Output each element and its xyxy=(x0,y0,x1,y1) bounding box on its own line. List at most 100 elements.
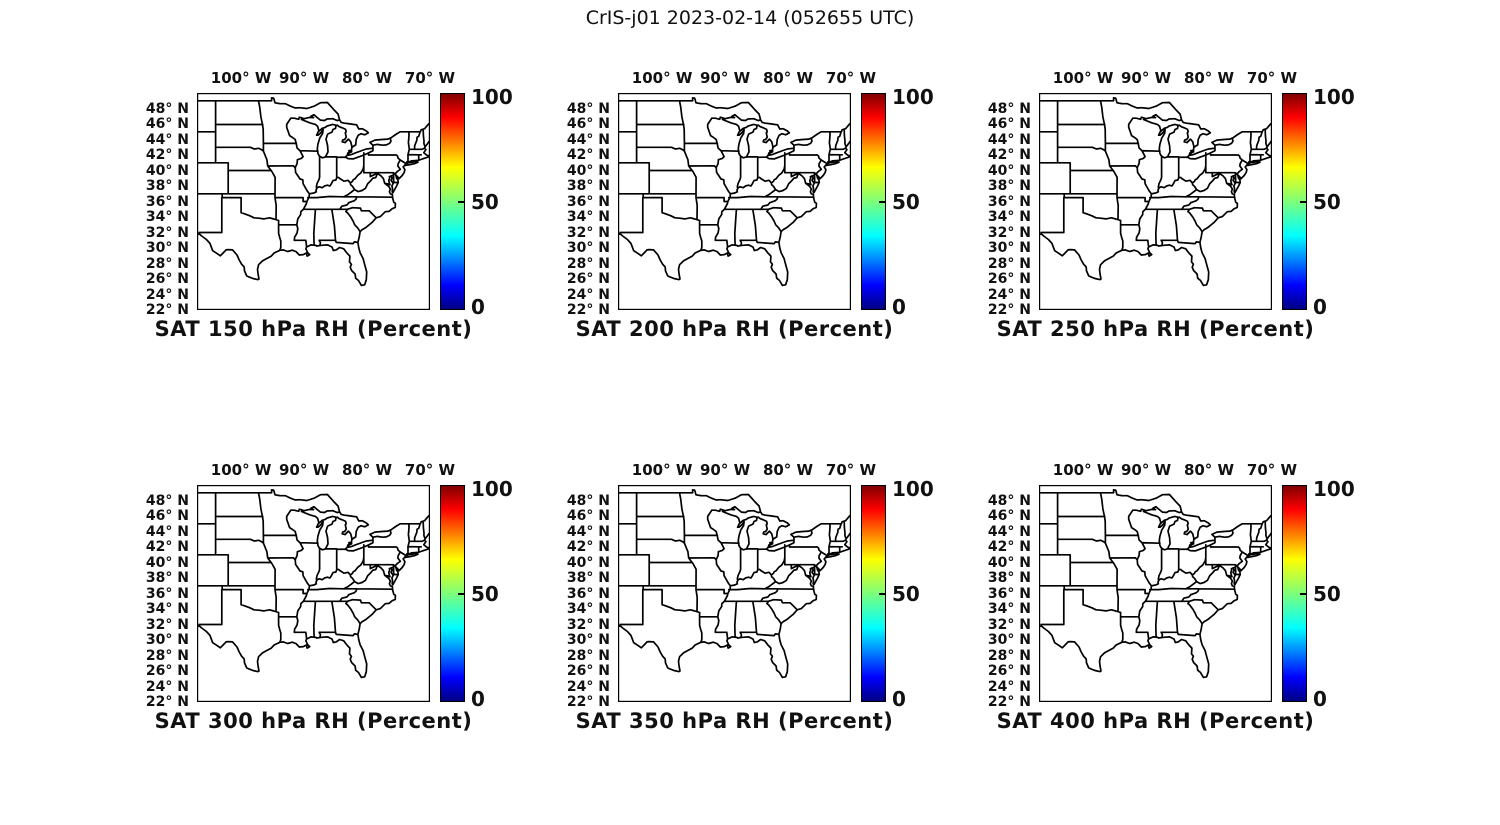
lat-tick-label: 42° N xyxy=(987,147,1031,163)
lat-tick-label: 34° N xyxy=(145,601,189,617)
lat-tick-label: 28° N xyxy=(145,647,189,664)
map-panel: 100° W 90° W 80° W 70° W 48° N 46° N 44° N 42°… xyxy=(556,60,968,360)
lat-tick-label: 36° N xyxy=(145,585,189,602)
map-frame xyxy=(1039,93,1272,310)
lat-tick-label: 26° N xyxy=(566,663,610,679)
figure-title: CrIS-j01 2023-02-14 (052655 UTC) xyxy=(585,7,915,29)
colorbar-tick-label-100: 100 xyxy=(892,85,934,109)
lon-tick-label: 100° W xyxy=(631,69,693,87)
colorbar-tick-label-100: 100 xyxy=(471,85,513,109)
lat-tick-label: 48° N xyxy=(566,100,610,117)
panel-title: SAT 300 hPa RH (Percent) xyxy=(154,709,473,733)
colorbar-mid-tick xyxy=(1300,592,1306,595)
colorbar-tick-label-50: 50 xyxy=(1313,581,1341,606)
lat-tick-label: 22° N xyxy=(987,694,1031,710)
lon-tick-label: 70° W xyxy=(825,69,877,87)
lon-tick-label: 100° W xyxy=(1052,461,1114,479)
lon-tick-label: 80° W xyxy=(341,461,393,479)
lat-tick-label: 34° N xyxy=(145,209,189,225)
us-state-outline-map xyxy=(1039,485,1272,702)
panel-title: SAT 350 hPa RH (Percent) xyxy=(575,709,894,733)
lat-tick-label: 48° N xyxy=(987,492,1031,509)
lat-tick-label: 38° N xyxy=(145,178,189,194)
lat-tick-label: 40° N xyxy=(566,162,610,179)
lat-tick-label: 22° N xyxy=(566,694,610,710)
lon-tick-label: 90° W xyxy=(1120,461,1172,479)
lat-tick-label: 32° N xyxy=(145,224,189,241)
lon-tick-label: 100° W xyxy=(631,461,693,479)
lat-tick-label: 24° N xyxy=(145,678,189,695)
colorbar-tick-label-0: 0 xyxy=(1313,295,1327,319)
lat-tick-label: 42° N xyxy=(566,539,610,555)
lat-tick-label: 30° N xyxy=(566,632,610,648)
lat-tick-label: 38° N xyxy=(987,178,1031,194)
colorbar-mid-tick xyxy=(879,592,885,595)
map-frame xyxy=(1039,485,1272,702)
lat-tick-label: 34° N xyxy=(987,601,1031,617)
lat-tick-label: 28° N xyxy=(566,255,610,272)
lon-tick-label: 70° W xyxy=(1246,69,1298,87)
lat-tick-label: 24° N xyxy=(145,286,189,303)
lon-tick-label: 70° W xyxy=(1246,461,1298,479)
colorbar-gradient xyxy=(861,93,886,310)
lat-tick-label: 46° N xyxy=(145,116,189,132)
colorbar-gradient xyxy=(440,485,465,702)
colorbar-tick-label-50: 50 xyxy=(892,189,920,214)
lat-tick-label: 40° N xyxy=(145,162,189,179)
map-panel: 100° W 90° W 80° W 70° W 48° N 46° N 44° N 42°… xyxy=(977,452,1389,752)
lon-tick-label: 100° W xyxy=(210,69,272,87)
lat-tick-label: 44° N xyxy=(987,131,1031,148)
us-state-outline-map xyxy=(618,93,851,310)
colorbar-tick-label-100: 100 xyxy=(892,477,934,501)
lat-tick-label: 26° N xyxy=(145,663,189,679)
colorbar-tick-label-0: 0 xyxy=(1313,687,1327,711)
map-frame xyxy=(197,93,430,310)
lat-tick-label: 48° N xyxy=(145,492,189,509)
lat-tick-label: 46° N xyxy=(987,508,1031,524)
lat-tick-label: 48° N xyxy=(566,492,610,509)
lat-tick-label: 32° N xyxy=(566,616,610,633)
lat-tick-label: 48° N xyxy=(145,100,189,117)
lat-tick-label: 44° N xyxy=(566,523,610,540)
map-frame xyxy=(618,485,851,702)
lon-tick-label: 70° W xyxy=(404,69,456,87)
lon-tick-label: 100° W xyxy=(210,461,272,479)
lat-tick-label: 30° N xyxy=(145,632,189,648)
lat-tick-label: 36° N xyxy=(987,193,1031,210)
lat-tick-label: 34° N xyxy=(566,601,610,617)
lat-tick-label: 32° N xyxy=(987,224,1031,241)
us-state-outline-map xyxy=(618,485,851,702)
panel-title: SAT 250 hPa RH (Percent) xyxy=(996,317,1315,341)
lat-tick-label: 44° N xyxy=(987,523,1031,540)
lat-tick-label: 32° N xyxy=(566,224,610,241)
lat-tick-label: 36° N xyxy=(566,585,610,602)
colorbar-mid-tick xyxy=(1300,200,1306,203)
lat-tick-label: 42° N xyxy=(145,539,189,555)
lat-tick-label: 38° N xyxy=(987,570,1031,586)
colorbar-tick-label-50: 50 xyxy=(471,581,499,606)
lat-tick-label: 38° N xyxy=(566,570,610,586)
lat-tick-label: 36° N xyxy=(566,193,610,210)
state-boundary-lines xyxy=(1039,96,1272,287)
lat-tick-label: 38° N xyxy=(145,570,189,586)
lat-tick-label: 24° N xyxy=(987,678,1031,695)
lon-tick-label: 80° W xyxy=(762,461,814,479)
lon-tick-label: 90° W xyxy=(1120,69,1172,87)
map-frame xyxy=(618,93,851,310)
colorbar-mid-tick xyxy=(458,592,464,595)
lon-tick-label: 80° W xyxy=(1183,69,1235,87)
lat-tick-label: 42° N xyxy=(987,539,1031,555)
colorbar-tick-label-0: 0 xyxy=(892,687,906,711)
panel-title: SAT 400 hPa RH (Percent) xyxy=(996,709,1315,733)
lat-tick-label: 36° N xyxy=(145,193,189,210)
lat-tick-label: 44° N xyxy=(145,131,189,148)
state-boundary-lines xyxy=(618,96,851,287)
lat-tick-label: 42° N xyxy=(566,147,610,163)
lat-tick-label: 28° N xyxy=(145,255,189,272)
colorbar-tick-label-50: 50 xyxy=(471,189,499,214)
lat-tick-label: 48° N xyxy=(987,100,1031,117)
lat-tick-label: 24° N xyxy=(566,678,610,695)
lat-tick-label: 24° N xyxy=(566,286,610,303)
lat-tick-label: 32° N xyxy=(987,616,1031,633)
